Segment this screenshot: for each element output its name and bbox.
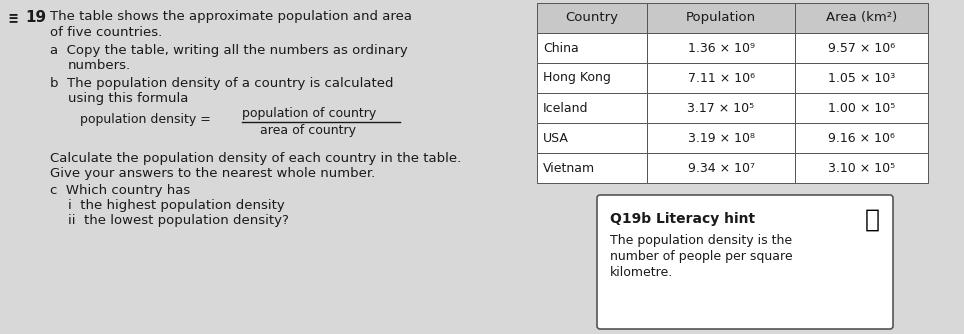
Text: 1.36 × 10⁹: 1.36 × 10⁹ xyxy=(687,41,755,54)
Text: 1.05 × 10³: 1.05 × 10³ xyxy=(828,71,896,85)
Bar xyxy=(647,153,795,183)
Bar xyxy=(647,33,795,63)
Bar xyxy=(795,93,928,123)
Bar xyxy=(647,123,795,153)
Text: Country: Country xyxy=(566,11,619,24)
Bar xyxy=(647,93,795,123)
Text: area of country: area of country xyxy=(260,124,356,137)
Text: population density =: population density = xyxy=(80,113,211,126)
Text: The population density is the: The population density is the xyxy=(610,234,792,247)
Text: Area (km²): Area (km²) xyxy=(826,11,897,24)
Text: c  Which country has: c Which country has xyxy=(50,184,190,197)
Text: USA: USA xyxy=(543,132,569,145)
Bar xyxy=(537,63,647,93)
Text: ii  the lowest population density?: ii the lowest population density? xyxy=(68,214,289,227)
Text: numbers.: numbers. xyxy=(68,59,131,72)
Text: Vietnam: Vietnam xyxy=(543,162,595,174)
Text: 3.19 × 10⁸: 3.19 × 10⁸ xyxy=(687,132,755,145)
Bar xyxy=(537,93,647,123)
Text: China: China xyxy=(543,41,578,54)
Text: The table shows the approximate population and area: The table shows the approximate populati… xyxy=(50,10,412,23)
Text: 3.10 × 10⁵: 3.10 × 10⁵ xyxy=(828,162,895,174)
Text: 🚴: 🚴 xyxy=(865,208,880,232)
Bar xyxy=(537,33,647,63)
Text: number of people per square: number of people per square xyxy=(610,250,792,263)
Bar xyxy=(537,123,647,153)
Bar xyxy=(795,63,928,93)
Bar xyxy=(647,63,795,93)
Text: Calculate the population density of each country in the table.: Calculate the population density of each… xyxy=(50,152,461,165)
Bar xyxy=(647,3,795,33)
Text: 9.34 × 10⁷: 9.34 × 10⁷ xyxy=(687,162,755,174)
Bar xyxy=(795,33,928,63)
Bar xyxy=(795,153,928,183)
Text: Iceland: Iceland xyxy=(543,102,588,115)
Text: 7.11 × 10⁶: 7.11 × 10⁶ xyxy=(687,71,755,85)
Text: a  Copy the table, writing all the numbers as ordinary: a Copy the table, writing all the number… xyxy=(50,44,408,57)
Text: b  The population density of a country is calculated: b The population density of a country is… xyxy=(50,77,393,90)
Text: 19: 19 xyxy=(25,10,46,25)
Bar xyxy=(537,3,647,33)
Text: population of country: population of country xyxy=(242,107,376,120)
Text: Hong Kong: Hong Kong xyxy=(543,71,611,85)
Text: using this formula: using this formula xyxy=(68,92,188,105)
Bar xyxy=(795,123,928,153)
Text: 3.17 × 10⁵: 3.17 × 10⁵ xyxy=(687,102,755,115)
Text: Q19b Literacy hint: Q19b Literacy hint xyxy=(610,212,755,226)
FancyBboxPatch shape xyxy=(597,195,893,329)
Bar xyxy=(537,153,647,183)
Text: 1.00 × 10⁵: 1.00 × 10⁵ xyxy=(828,102,896,115)
Text: of five countries.: of five countries. xyxy=(50,26,162,39)
Text: kilometre.: kilometre. xyxy=(610,266,673,279)
Text: Population: Population xyxy=(686,11,756,24)
Text: ≡: ≡ xyxy=(8,10,17,25)
Text: 9.16 × 10⁶: 9.16 × 10⁶ xyxy=(828,132,895,145)
Text: Give your answers to the nearest whole number.: Give your answers to the nearest whole n… xyxy=(50,167,375,180)
Text: i  the highest population density: i the highest population density xyxy=(68,199,284,212)
Text: 9.57 × 10⁶: 9.57 × 10⁶ xyxy=(828,41,895,54)
Bar xyxy=(795,3,928,33)
